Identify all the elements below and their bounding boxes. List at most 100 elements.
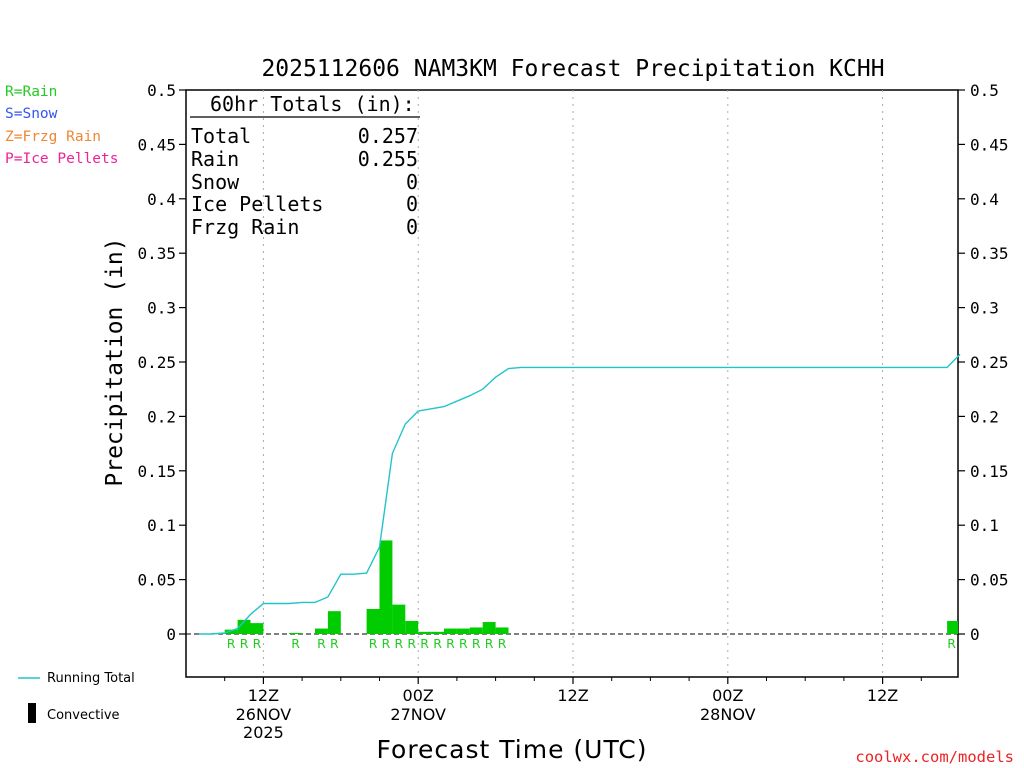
precip-bar [456, 628, 470, 634]
precip-bar [444, 628, 457, 634]
right-tick-label: 0.45 [970, 135, 1009, 154]
x-tick-label: 12Z [248, 686, 279, 705]
precip-bar [418, 631, 432, 634]
left-tick-label: 0.1 [147, 516, 176, 535]
ptype-label: R [382, 636, 391, 651]
x-tick-label: 00Z [403, 686, 434, 705]
totals-value-total: 0.257 [358, 124, 418, 148]
ptype-label: R [433, 636, 442, 651]
x-tick-date: 28NOV [700, 705, 756, 724]
legend-rain: R=Rain [5, 84, 57, 100]
running-total-line [198, 353, 961, 635]
ptype-label: R [395, 636, 404, 651]
precip-bar [250, 623, 264, 634]
totals-value-rain: 0.255 [358, 147, 418, 171]
credit-text: coolwx.com/models [855, 748, 1014, 766]
x-tick-label: 00Z [712, 686, 743, 705]
totals-heading: 60hr Totals (in): [210, 92, 415, 116]
precip-bar [315, 628, 328, 634]
hourly-precip-bars [211, 540, 958, 634]
precip-bar [482, 622, 496, 634]
vertical-gridlines [262, 90, 884, 677]
totals-value-snow: 0 [406, 170, 418, 194]
convective-legend-label: Convective [47, 708, 120, 723]
ptype-label: R [227, 636, 236, 651]
left-tick-label: 0.45 [137, 135, 176, 154]
ptype-label: R [498, 636, 507, 651]
precip-bar [392, 604, 406, 634]
x-tick-date: 27NOV [390, 705, 446, 724]
right-tick-label: 0.05 [970, 571, 1009, 590]
precip-bar [224, 629, 238, 634]
precip-bar [289, 632, 303, 634]
ptype-label: R [330, 636, 339, 651]
legend-ice-pellets: P=Ice Pellets [5, 151, 119, 167]
chart-title: 2025112606 NAM3KM Forecast Precipitation… [261, 56, 884, 82]
left-tick-label: 0.35 [137, 244, 176, 263]
right-tick-label: 0.2 [970, 407, 999, 426]
ptype-label: R [253, 636, 262, 651]
left-tick-label: 0.2 [147, 407, 176, 426]
ptype-label: R [420, 636, 429, 651]
right-tick-label: 0.4 [970, 190, 999, 209]
running-total-legend-label: Running Total [47, 671, 135, 686]
precip-bar [405, 620, 419, 634]
right-y-axis: 0 0.05 0.1 0.15 0.2 0.25 0.3 0.35 0.4 0.45 0.5 [958, 81, 1009, 644]
left-tick-label: 0.3 [147, 299, 176, 318]
ptype-label: R [240, 636, 249, 651]
precip-bar [947, 620, 958, 634]
left-y-axis: 0 0.05 0.1 0.15 0.2 0.25 0.3 0.35 0.4 0.45 0.5 [137, 81, 186, 644]
legend-frzg-rain: Z=Frzg Rain [5, 129, 101, 145]
precip-bar [366, 608, 380, 634]
precip-bar [327, 611, 341, 634]
left-tick-label: 0.05 [137, 571, 176, 590]
ptype-label: R [369, 636, 378, 651]
left-tick-label: 0.15 [137, 462, 176, 481]
x-axis-label: Forecast Time (UTC) [377, 735, 648, 764]
precip-bar [379, 540, 393, 634]
left-tick-label: 0 [166, 625, 176, 644]
ptype-label: R [947, 636, 956, 651]
x-tick-label: 12Z [557, 686, 588, 705]
left-tick-label: 0.25 [137, 353, 176, 372]
totals-label-snow: Snow [191, 170, 240, 194]
legend-snow: S=Snow [5, 106, 58, 122]
x-tick-date: 26NOV [236, 705, 292, 724]
ptype-label: R [459, 636, 468, 651]
totals-label-ice-pellets: Ice Pellets [191, 192, 323, 216]
totals-value-ice-pellets: 0 [406, 192, 418, 216]
precip-bar [237, 619, 251, 634]
left-tick-label: 0.5 [147, 81, 176, 100]
precip-bar [469, 627, 483, 634]
ptype-label: R [291, 636, 300, 651]
ptype-label: R [485, 636, 494, 651]
right-tick-label: 0.3 [970, 299, 999, 318]
ptype-label: R [317, 636, 326, 651]
x-tick-label: 12Z [867, 686, 898, 705]
y-axis-label: Precipitation (in) [102, 237, 128, 486]
right-tick-label: 0.5 [970, 81, 999, 100]
convective-legend-swatch [28, 703, 36, 723]
totals-label-total: Total [191, 124, 251, 148]
totals-label-rain: Rain [191, 147, 239, 171]
right-tick-label: 0.1 [970, 516, 999, 535]
precip-bar [495, 627, 509, 634]
precip-type-legend: R=Rain S=Snow Z=Frzg Rain P=Ice Pellets [5, 84, 119, 167]
x-tick-year: 2025 [243, 723, 284, 742]
right-tick-label: 0.15 [970, 462, 1009, 481]
left-tick-label: 0.4 [147, 190, 176, 209]
right-tick-label: 0 [970, 625, 980, 644]
right-tick-label: 0.25 [970, 353, 1009, 372]
ptype-label: R [446, 636, 455, 651]
plot-frame [185, 89, 959, 678]
ptype-label: R [407, 636, 416, 651]
totals-value-frzg-rain: 0 [406, 215, 418, 239]
series-legend: Running Total Convective [18, 671, 135, 723]
totals-label-frzg-rain: Frzg Rain [191, 215, 299, 239]
ptype-label: R [472, 636, 481, 651]
right-tick-label: 0.35 [970, 244, 1009, 263]
totals-box: 60hr Totals (in): Total 0.257 Rain 0.255… [190, 92, 420, 239]
